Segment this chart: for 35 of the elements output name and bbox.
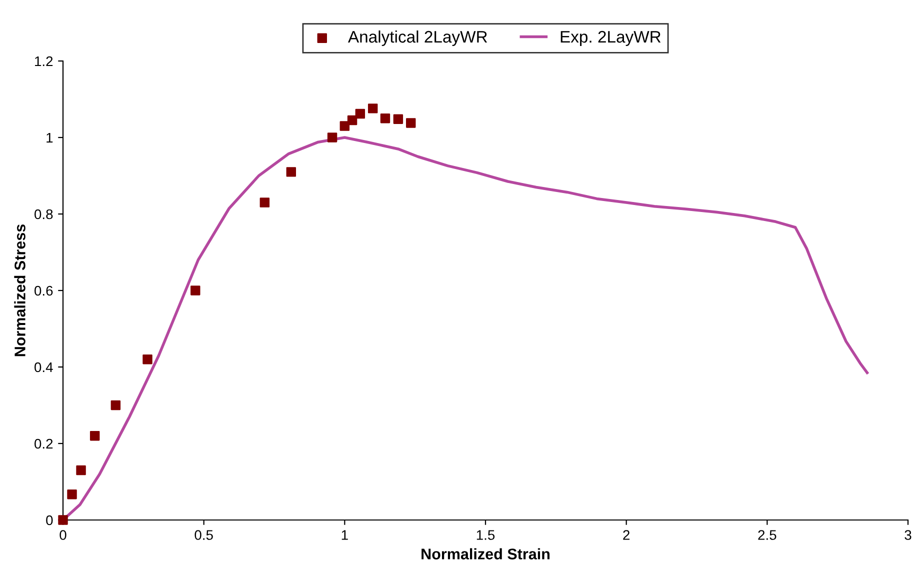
x-tick-label: 0.5 (194, 530, 213, 540)
y-tick-label: 1.2 (35, 56, 53, 66)
y-tick-label: 0 (46, 515, 53, 526)
point (260, 198, 270, 208)
point (190, 286, 200, 296)
point (406, 118, 416, 128)
y-tick-label: 0.8 (34, 209, 53, 220)
point (286, 167, 296, 177)
legend-label: Analytical 2LayWR (348, 30, 488, 46)
x-tick-label: 1.5 (476, 530, 495, 540)
point (393, 114, 404, 124)
point (355, 108, 366, 119)
x-tick-label: 2 (623, 530, 630, 540)
point (380, 114, 390, 124)
point (368, 104, 378, 114)
point (340, 121, 350, 131)
point (327, 132, 338, 142)
point (110, 400, 121, 410)
x-tick-label: 1 (342, 530, 348, 540)
y-tick-label: 0.2 (34, 438, 53, 449)
y-axis-title: Normalized Stress (14, 224, 26, 356)
point (142, 354, 152, 364)
y-tick-label: 0.4 (34, 362, 53, 372)
point (347, 115, 358, 126)
y-tick-label: 1 (46, 132, 53, 143)
legend-label: Exp. 2LayWR (560, 30, 661, 46)
point (76, 465, 86, 476)
y-tick-label: 0.6 (34, 286, 53, 296)
point (58, 515, 68, 525)
point (90, 430, 100, 441)
x-axis-title: Normalized Strain (422, 548, 550, 560)
x-tick-label: 3 (904, 530, 912, 540)
x-tick-label: 0 (60, 530, 66, 540)
point (67, 490, 77, 500)
x-tick-label: 2.5 (758, 530, 776, 540)
